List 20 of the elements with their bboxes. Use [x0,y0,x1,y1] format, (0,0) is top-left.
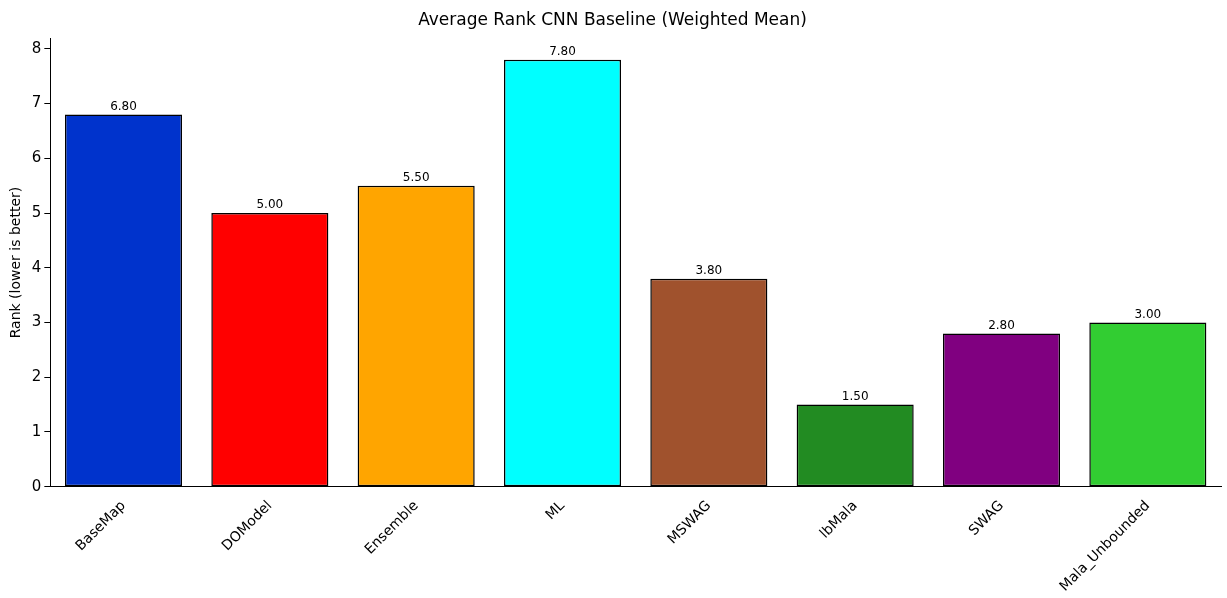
y-tick-label: 8 [31,38,42,57]
y-tick-label: 5 [31,202,42,221]
data-label: 3.00 [1134,306,1162,321]
y-tick-label: 1 [31,421,42,440]
data-label: 1.50 [841,388,869,403]
data-label: 7.80 [549,43,576,58]
y-tick-label: 6 [31,148,42,167]
y-tick-label: 2 [31,367,42,386]
data-label: 2.80 [988,317,1015,332]
y-tick-label: 3 [31,312,42,331]
y-tick-label: 4 [31,257,42,276]
data-label: 6.80 [110,98,137,113]
data-label: 5.00 [256,197,284,212]
y-tick-label: 0 [31,476,42,495]
data-label: 3.80 [695,262,723,277]
x-tick-label: ML [541,496,568,523]
chart-title: Average Rank CNN Baseline (Weighted Mean) [418,8,807,29]
y-axis-title: Rank (lower is better) [7,186,24,339]
y-tick-label: 7 [31,93,42,112]
data-label: 5.50 [402,169,430,184]
